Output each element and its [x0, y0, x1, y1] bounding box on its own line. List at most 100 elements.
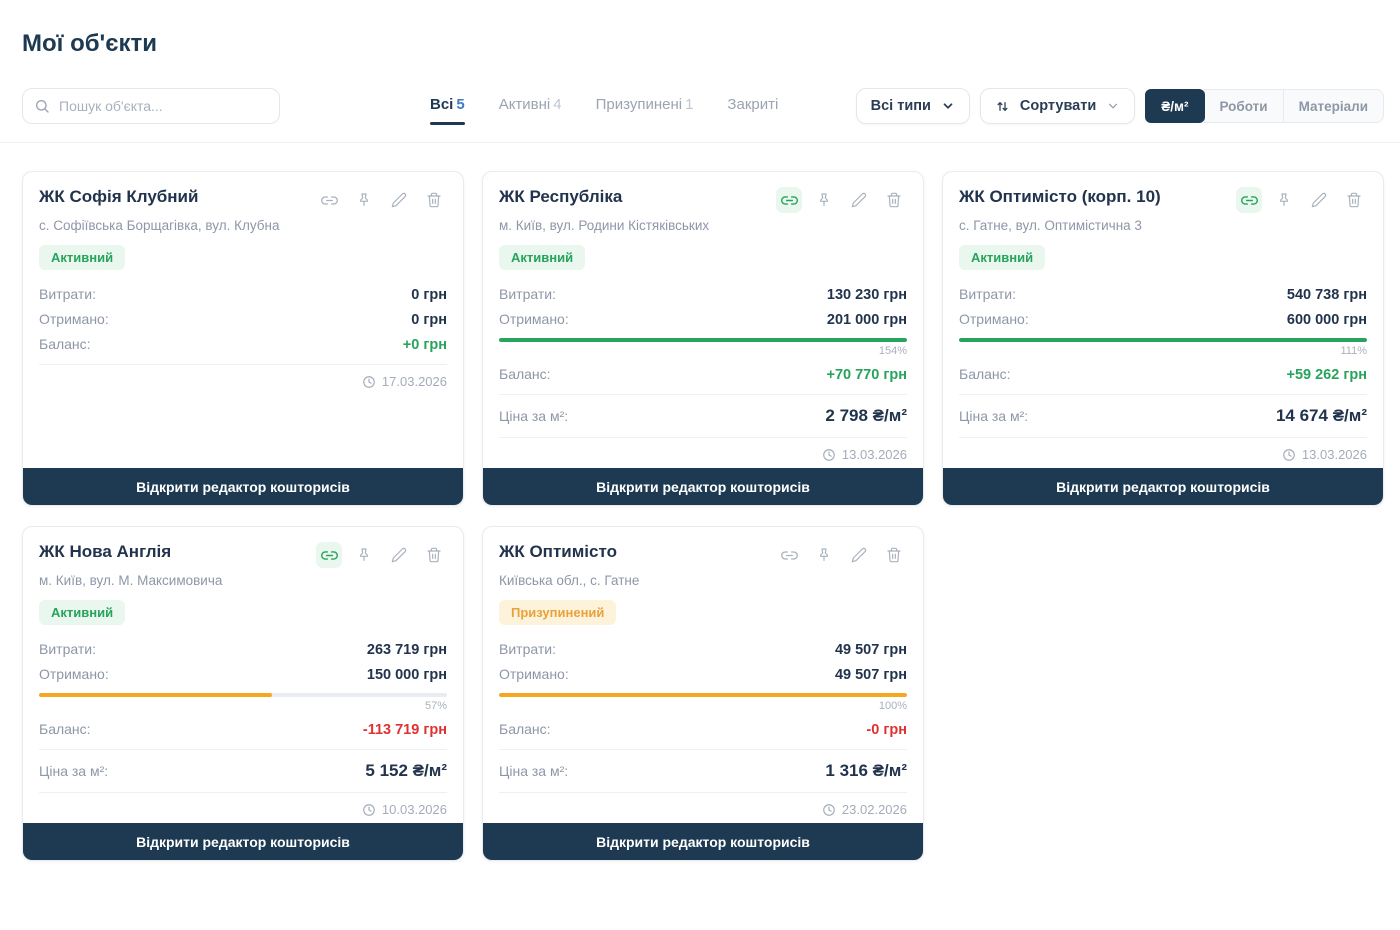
- link-icon[interactable]: [1236, 187, 1262, 213]
- tab-paused-label: Призупинені: [596, 96, 682, 113]
- expenses-row: Витрати:0 грн: [39, 282, 447, 307]
- object-card: ЖК Оптимісто Київська обл., с. Гатне При…: [482, 526, 924, 861]
- sort-arrows-icon: [995, 99, 1010, 114]
- clock-icon: [362, 803, 376, 817]
- status-badge: Активний: [959, 245, 1045, 270]
- received-row: Отримано:600 000 грн: [959, 307, 1367, 332]
- tab-active[interactable]: Активні4: [499, 96, 562, 117]
- view-mode-switcher: ₴/м² Роботи Матеріали: [1145, 89, 1384, 123]
- view-mode-works[interactable]: Роботи: [1204, 89, 1284, 123]
- link-icon[interactable]: [316, 187, 342, 213]
- progress-bar: [499, 338, 907, 342]
- delete-icon[interactable]: [881, 187, 907, 213]
- date-value: 13.03.2026: [1302, 447, 1367, 462]
- pin-icon[interactable]: [811, 187, 837, 213]
- tab-paused[interactable]: Призупинені1: [596, 96, 694, 117]
- edit-icon[interactable]: [386, 187, 412, 213]
- card-actions: [1236, 187, 1367, 213]
- delete-icon[interactable]: [881, 542, 907, 568]
- card-actions: [776, 542, 907, 568]
- edit-icon[interactable]: [846, 187, 872, 213]
- page-title: Мої об'єкти: [22, 30, 1384, 58]
- edit-icon[interactable]: [386, 542, 412, 568]
- view-mode-materials[interactable]: Матеріали: [1283, 89, 1384, 123]
- price-row: Ціна за м²:14 674 ₴/м²: [959, 402, 1367, 430]
- status-badge: Активний: [39, 600, 125, 625]
- date-value: 13.03.2026: [842, 447, 907, 462]
- progress-percent: 154%: [499, 345, 907, 357]
- link-icon[interactable]: [316, 542, 342, 568]
- delete-icon[interactable]: [421, 187, 447, 213]
- expenses-row: Витрати:263 719 грн: [39, 637, 447, 662]
- pin-icon[interactable]: [811, 542, 837, 568]
- open-estimate-editor-button[interactable]: Відкрити редактор кошторисів: [483, 823, 923, 860]
- expenses-row: Витрати:130 230 грн: [499, 282, 907, 307]
- type-filter-dropdown[interactable]: Всі типи: [856, 88, 970, 124]
- pin-icon[interactable]: [351, 187, 377, 213]
- delete-icon[interactable]: [421, 542, 447, 568]
- edit-icon[interactable]: [1306, 187, 1332, 213]
- balance-row: Баланс:-0 грн: [499, 717, 907, 742]
- tab-all[interactable]: Всі5: [430, 96, 465, 117]
- type-filter-value: Всі типи: [871, 98, 931, 114]
- date-value: 23.02.2026: [842, 802, 907, 817]
- card-actions: [316, 187, 447, 213]
- clock-icon: [822, 803, 836, 817]
- tab-active-count: 4: [553, 96, 561, 113]
- progress-bar: [39, 693, 447, 697]
- sort-button[interactable]: Сортувати: [980, 88, 1135, 124]
- balance-row: Баланс:+0 грн: [39, 332, 447, 357]
- object-card: ЖК Софія Клубний с. Софіївська Борщагівк…: [22, 171, 464, 506]
- progress-percent: 111%: [959, 345, 1367, 357]
- progress-percent: 57%: [39, 700, 447, 712]
- status-tabs: Всі5 Активні4 Призупинені1 Закриті: [430, 88, 778, 124]
- balance-row: Баланс:+59 262 грн: [959, 362, 1367, 387]
- object-card: ЖК Республіка м. Київ, вул. Родини Кістя…: [482, 171, 924, 506]
- open-estimate-editor-button[interactable]: Відкрити редактор кошторисів: [943, 468, 1383, 505]
- tab-all-label: Всі: [430, 96, 453, 113]
- object-address: м. Київ, вул. Родини Кістяківських: [499, 218, 907, 233]
- view-mode-price[interactable]: ₴/м²: [1145, 89, 1204, 123]
- chevron-down-icon: [1106, 99, 1120, 113]
- date-row: 10.03.2026: [39, 802, 447, 817]
- price-row: Ціна за м²:2 798 ₴/м²: [499, 402, 907, 430]
- search-field-wrap: [22, 88, 280, 124]
- date-row: 23.02.2026: [499, 802, 907, 817]
- progress-percent: 100%: [499, 700, 907, 712]
- objects-grid: ЖК Софія Клубний с. Софіївська Борщагівк…: [22, 171, 1384, 861]
- link-icon[interactable]: [776, 542, 802, 568]
- edit-icon[interactable]: [846, 542, 872, 568]
- pin-icon[interactable]: [1271, 187, 1297, 213]
- toolbar-right: Всі типи Сортувати ₴/м² Роботи Матеріали: [856, 88, 1384, 124]
- received-row: Отримано:49 507 грн: [499, 662, 907, 687]
- date-row: 13.03.2026: [959, 447, 1367, 462]
- toolbar: Всі5 Активні4 Призупинені1 Закриті Всі т…: [22, 88, 1384, 124]
- chevron-down-icon: [941, 99, 955, 113]
- card-actions: [316, 542, 447, 568]
- clock-icon: [1282, 448, 1296, 462]
- clock-icon: [822, 448, 836, 462]
- object-address: м. Київ, вул. М. Максимовича: [39, 573, 447, 588]
- balance-row: Баланс:-113 719 грн: [39, 717, 447, 742]
- object-title: ЖК Нова Англія: [39, 542, 171, 562]
- balance-row: Баланс:+70 770 грн: [499, 362, 907, 387]
- header-divider: [0, 142, 1400, 143]
- object-title: ЖК Оптимісто (корп. 10): [959, 187, 1161, 207]
- status-badge: Призупинений: [499, 600, 616, 625]
- search-input[interactable]: [22, 88, 280, 124]
- date-value: 10.03.2026: [382, 802, 447, 817]
- sort-label: Сортувати: [1020, 98, 1096, 114]
- pin-icon[interactable]: [351, 542, 377, 568]
- tab-all-count: 5: [456, 96, 464, 113]
- date-row: 13.03.2026: [499, 447, 907, 462]
- open-estimate-editor-button[interactable]: Відкрити редактор кошторисів: [23, 468, 463, 505]
- open-estimate-editor-button[interactable]: Відкрити редактор кошторисів: [483, 468, 923, 505]
- objects-page: Мої об'єкти Всі5 Активні4 Призупинені1 З…: [0, 30, 1400, 861]
- object-title: ЖК Республіка: [499, 187, 622, 207]
- delete-icon[interactable]: [1341, 187, 1367, 213]
- open-estimate-editor-button[interactable]: Відкрити редактор кошторисів: [23, 823, 463, 860]
- expenses-row: Витрати:49 507 грн: [499, 637, 907, 662]
- tab-closed[interactable]: Закриті: [727, 96, 778, 117]
- tab-paused-count: 1: [685, 96, 693, 113]
- link-icon[interactable]: [776, 187, 802, 213]
